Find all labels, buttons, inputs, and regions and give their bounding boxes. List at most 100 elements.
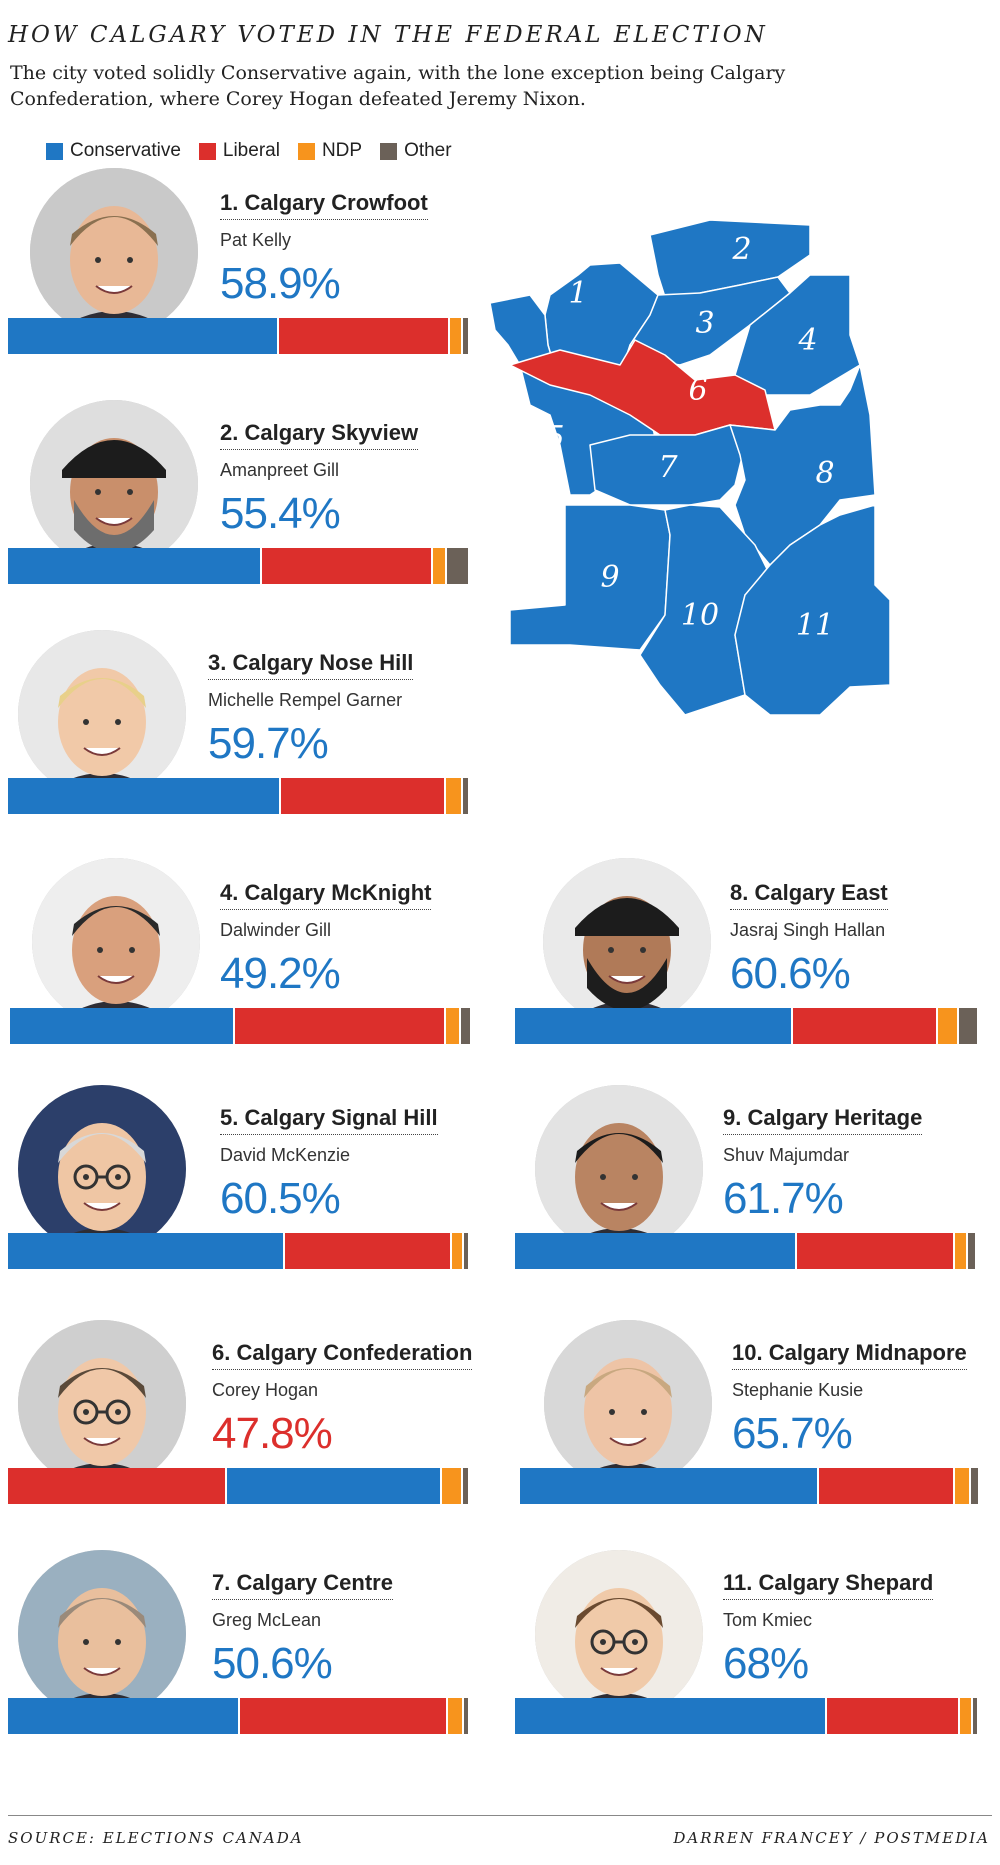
winning-percent-1: 58.9% xyxy=(220,259,341,308)
map-label-8: 8 xyxy=(815,456,834,491)
bar-segment-other-10 xyxy=(970,1468,978,1504)
riding-card-8: 8. Calgary East Jasraj Singh Hallan 60.6% xyxy=(515,858,995,1060)
candidate-photo-3 xyxy=(18,630,186,798)
candidate-photo-4 xyxy=(32,858,200,1026)
riding-name-2: 2. Calgary Skyview xyxy=(220,420,419,450)
bar-segment-other-3 xyxy=(463,778,468,814)
map-label-1: 1 xyxy=(568,276,587,311)
bar-segment-liberal-5 xyxy=(284,1233,452,1269)
riding-name-7: 7. Calgary Centre xyxy=(212,1570,393,1600)
map-riding-2 xyxy=(649,219,811,298)
bar-segment-other-5 xyxy=(464,1233,468,1269)
candidate-name-8: Jasraj Singh Hallan xyxy=(730,920,886,940)
source-note: SOURCE: ELECTIONS CANADA xyxy=(8,1829,304,1847)
legend-swatch-liberal xyxy=(198,142,216,160)
winning-percent-3: 59.7% xyxy=(208,719,329,768)
bar-segment-other-8 xyxy=(958,1008,977,1044)
legend-item-ndp: NDP xyxy=(297,140,363,162)
bar-segment-ndp-4 xyxy=(445,1008,461,1044)
bar-segment-conservative-8 xyxy=(515,1008,794,1044)
map-label-3: 3 xyxy=(695,306,714,341)
riding-card-10: 10. Calgary Midnapore Stephanie Kusie 65.7… xyxy=(520,1320,1000,1520)
candidate-name-10: Stephanie Kusie xyxy=(732,1380,864,1400)
winning-percent-10: 65.7% xyxy=(732,1409,853,1458)
riding-name-5: 5. Calgary Signal Hill xyxy=(220,1105,438,1135)
legend-label-conservative: Conservative xyxy=(70,140,181,161)
legend-label-ndp: NDP xyxy=(321,140,363,161)
bar-segment-liberal-4 xyxy=(235,1008,446,1044)
riding-card-11: 11. Calgary Shepard Tom Kmiec 68% xyxy=(515,1550,995,1750)
bar-segment-liberal-8 xyxy=(793,1008,939,1044)
map-riding-3 xyxy=(629,276,791,366)
bar-segment-ndp-5 xyxy=(451,1233,465,1269)
riding-name-11: 11. Calgary Shepard xyxy=(723,1570,934,1600)
riding-name-1: 1. Calgary Crowfoot xyxy=(220,190,428,220)
candidate-photo-1 xyxy=(30,168,198,336)
map-label-6: 6 xyxy=(688,373,707,408)
winning-percent-5: 60.5% xyxy=(220,1174,341,1223)
vote-share-bar-5 xyxy=(8,1233,468,1269)
legend-item-liberal: Liberal xyxy=(198,140,280,162)
candidate-photo-8 xyxy=(543,858,711,1026)
map-label-11: 11 xyxy=(796,608,834,643)
vote-share-bar-6 xyxy=(8,1468,468,1504)
candidate-photo-11 xyxy=(535,1550,703,1718)
legend-swatch-ndp xyxy=(297,142,315,160)
bar-segment-other-6 xyxy=(462,1468,468,1504)
candidate-name-5: David McKenzie xyxy=(220,1145,351,1165)
riding-card-1: 1. Calgary Crowfoot Pat Kelly 58.9% xyxy=(8,168,488,370)
bar-segment-conservative-4 xyxy=(10,1008,236,1044)
riding-name-9: 9. Calgary Heritage xyxy=(723,1105,923,1135)
vote-share-bar-11 xyxy=(515,1698,977,1734)
winning-percent-8: 60.6% xyxy=(730,949,851,998)
bar-segment-liberal-1 xyxy=(279,318,451,354)
candidate-name-3: Michelle Rempel Garner xyxy=(208,690,403,710)
ridings-map: 1 2 3 4 5 6 7 8 9 10 11 xyxy=(490,219,891,716)
winning-percent-2: 55.4% xyxy=(220,489,341,538)
bar-segment-conservative-6 xyxy=(227,1468,443,1504)
riding-name-10: 10. Calgary Midnapore xyxy=(732,1340,967,1370)
bar-segment-other-1 xyxy=(463,318,468,354)
bar-segment-ndp-1 xyxy=(450,318,464,354)
map-riding-6 xyxy=(509,339,776,436)
candidate-name-6: Corey Hogan xyxy=(212,1380,319,1400)
bar-segment-ndp-8 xyxy=(938,1008,959,1044)
bar-segment-conservative-11 xyxy=(515,1698,828,1734)
legend: Conservative Liberal NDP Other xyxy=(46,140,452,162)
bar-segment-other-9 xyxy=(968,1233,975,1269)
candidate-photo-7 xyxy=(18,1550,186,1718)
bar-segment-liberal-10 xyxy=(818,1468,956,1504)
winning-percent-7: 50.6% xyxy=(212,1639,333,1688)
vote-share-bar-8 xyxy=(515,1008,977,1044)
vote-share-bar-2 xyxy=(8,548,468,584)
vote-share-bar-10 xyxy=(520,1468,978,1504)
vote-share-bar-1 xyxy=(8,318,468,354)
winning-percent-4: 49.2% xyxy=(220,949,341,998)
bar-segment-conservative-9 xyxy=(515,1233,798,1269)
riding-card-2: 2. Calgary Skyview Amanpreet Gill 55.4% xyxy=(8,400,488,600)
bar-segment-liberal-9 xyxy=(797,1233,955,1269)
bar-segment-ndp-7 xyxy=(447,1698,464,1734)
map-riding-7 xyxy=(589,424,746,506)
bar-segment-other-7 xyxy=(463,1698,468,1734)
riding-name-8: 8. Calgary East xyxy=(730,880,888,910)
candidate-name-9: Shuv Majumdar xyxy=(723,1145,850,1165)
bar-segment-conservative-7 xyxy=(8,1698,240,1734)
candidate-photo-6 xyxy=(18,1320,186,1488)
legend-label-other: Other xyxy=(404,140,452,161)
winning-percent-9: 61.7% xyxy=(723,1174,844,1223)
legend-item-conservative: Conservative xyxy=(46,140,181,162)
bar-segment-ndp-6 xyxy=(442,1468,463,1504)
candidate-name-4: Dalwinder Gill xyxy=(220,920,332,940)
bar-segment-other-4 xyxy=(460,1008,470,1044)
bar-segment-liberal-7 xyxy=(239,1698,448,1734)
map-label-7: 7 xyxy=(658,450,678,485)
credit-note: DARREN FRANCEY / POSTMEDIA xyxy=(673,1829,990,1847)
bar-segment-other-11 xyxy=(972,1698,977,1734)
map-riding-9 xyxy=(509,504,671,651)
bar-segment-conservative-2 xyxy=(8,548,262,584)
bar-segment-ndp-10 xyxy=(955,1468,971,1504)
bar-segment-conservative-1 xyxy=(8,318,280,354)
map-riding-11 xyxy=(734,504,891,716)
vote-share-bar-7 xyxy=(8,1698,468,1734)
